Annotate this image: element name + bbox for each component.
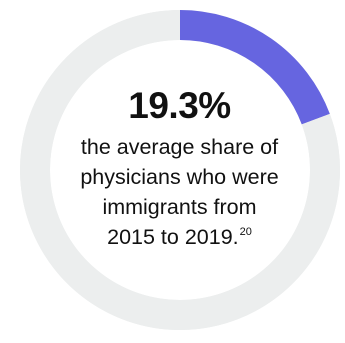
footnote-reference: 20 [239,226,252,238]
donut-slice-highlight [179,10,330,125]
donut-slice-remainder [20,10,340,330]
caption-line-4: 2015 to 2019.20 [52,222,307,252]
donut-slices [20,10,340,330]
caption-line-4-text: 2015 to 2019. [107,225,239,249]
headline-value: 19.3% [128,85,231,126]
caption-line-1: the average share of [80,135,279,159]
caption-line-2: physicians who were [80,165,279,189]
caption-line-3: immigrants from [102,195,257,219]
center-label: 19.3% the average share of physicians wh… [52,86,307,252]
